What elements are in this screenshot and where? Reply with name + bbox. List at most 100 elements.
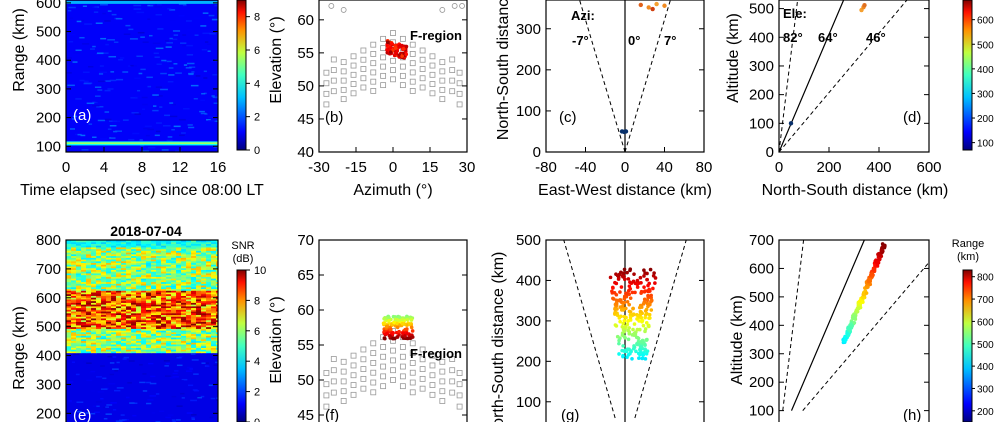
heatmap-e-cell <box>156 278 162 281</box>
heatmap-e-cell <box>121 260 127 264</box>
heatmap-e-cell <box>206 312 212 316</box>
heatmap-e-cell <box>131 272 137 276</box>
heatmap-e-cell <box>116 257 122 260</box>
heatmap-e-noise-cell <box>78 408 86 411</box>
heatmap-e-cell <box>176 305 182 309</box>
panel-b-beam-cell <box>456 101 463 108</box>
axis-h-y-tick-label: 400 <box>749 317 774 334</box>
scatter-h-point <box>870 271 875 276</box>
heatmap-e-cell <box>81 264 87 267</box>
heatmap-e-noise-cell <box>192 389 198 391</box>
heatmap-e-cell <box>146 342 152 345</box>
heatmap-a-noise-cell <box>133 8 142 10</box>
heatmap-e-cell <box>66 245 72 248</box>
heatmap-e-cell <box>86 305 92 309</box>
axis-a-x-tick-label: 4 <box>100 159 108 176</box>
heatmap-e-cell <box>141 281 147 284</box>
heatmap-a-noise-cell <box>155 14 163 16</box>
heatmap-e-cell <box>126 255 132 258</box>
heatmap-e-cell <box>76 264 82 267</box>
heatmap-e-cell <box>131 295 137 298</box>
heatmap-e-cell <box>191 318 197 321</box>
heatmap-e-noise-cell <box>193 389 200 392</box>
colorbar-snr-bottom-tick-label: 0 <box>254 417 260 422</box>
heatmap-e-cell <box>106 304 112 307</box>
heatmap-e-cell <box>196 276 202 279</box>
annotation-b-fregion: F-region <box>410 28 462 43</box>
heatmap-e-cell <box>86 345 92 348</box>
colorbar-range-bottom-tick-label: 400 <box>977 362 994 373</box>
heatmap-a-noise-cell <box>95 95 101 97</box>
heatmap-e-cell <box>96 319 102 322</box>
heatmap-e-cell <box>106 338 112 342</box>
heatmap-e-cell <box>161 307 167 310</box>
heatmap-a-noise-cell <box>147 146 156 149</box>
heatmap-e-cell <box>66 278 72 281</box>
heatmap-e-cell <box>151 241 157 244</box>
heatmap-e-noise-cell <box>122 358 127 360</box>
heatmap-e-cell <box>116 302 122 305</box>
heatmap-e-cell <box>166 264 172 267</box>
heatmap-e-cell <box>186 316 192 319</box>
heatmap-e-cell <box>161 253 167 257</box>
heatmap-e-cell <box>126 243 132 246</box>
heatmap-e-cell <box>136 252 142 255</box>
heatmap-e-cell <box>161 293 167 296</box>
heatmap-a-noise-cell <box>193 17 202 19</box>
heatmap-e-cell <box>91 240 97 243</box>
heatmap-a-noise-cell <box>188 73 194 76</box>
heatmap-e-cell <box>146 259 152 262</box>
heatmap-e-cell <box>186 321 192 324</box>
heatmap-e-cell <box>141 290 147 293</box>
heatmap-e-cell <box>146 326 152 329</box>
heatmap-e-cell <box>111 252 117 255</box>
heatmap-e-cell <box>196 245 202 248</box>
heatmap-a-noise-cell <box>199 110 205 113</box>
heatmap-e-cell <box>196 259 202 262</box>
axis-d-x-tick-label: 600 <box>916 159 941 176</box>
heatmap-e-noise-cell <box>159 410 165 413</box>
heatmap-e-cell <box>71 285 77 288</box>
heatmap-e-cell <box>111 330 117 333</box>
heatmap-e-cell <box>156 257 162 260</box>
heatmap-e-cell <box>71 255 77 258</box>
heatmap-e-cell <box>116 283 122 286</box>
panel-e-label: (e) <box>73 407 91 422</box>
heatmap-e-cell <box>156 337 162 340</box>
scatter-g-point <box>637 356 641 361</box>
heatmap-e-cell <box>106 272 112 276</box>
heatmap-e-cell <box>196 283 202 286</box>
heatmap-e-cell <box>91 276 97 279</box>
heatmap-e-cell <box>76 318 82 321</box>
heatmap-e-cell <box>136 248 142 251</box>
heatmap-e-cell <box>96 288 102 291</box>
heatmap-e-noise-cell <box>193 373 199 375</box>
heatmap-e-cell <box>146 253 152 257</box>
heatmap-e-cell <box>101 331 107 335</box>
heatmap-e-cell <box>86 328 92 331</box>
panel-f-beam-cell <box>419 356 426 363</box>
heatmap-e-cell <box>201 326 207 329</box>
heatmap-e-cell <box>186 330 192 333</box>
heatmap-a-noise-cell <box>214 120 218 122</box>
heatmap-e-cell <box>86 250 92 253</box>
heatmap-e-cell <box>166 337 172 340</box>
heatmap-e-cell <box>151 316 157 319</box>
heatmap-e-cell <box>191 245 197 248</box>
heatmap-e-cell <box>211 342 217 345</box>
heatmap-e-cell <box>186 269 192 272</box>
heatmap-e-cell <box>91 331 97 335</box>
heatmap-e-cell <box>186 349 192 352</box>
heatmap-e-cell <box>121 269 127 272</box>
heatmap-e-cell <box>116 347 122 350</box>
heatmap-e-cell <box>71 333 77 336</box>
heatmap-e-cell <box>91 350 97 354</box>
heatmap-e-cell <box>166 300 172 303</box>
heatmap-e-cell <box>121 331 127 335</box>
heatmap-e-cell <box>201 292 207 295</box>
heatmap-e-cell <box>151 240 157 243</box>
heatmap-a-noise-cell <box>195 75 201 77</box>
heatmap-a-noise-cell <box>169 62 173 65</box>
heatmap-e-cell <box>106 305 112 309</box>
heatmap-e-cell <box>136 243 142 246</box>
